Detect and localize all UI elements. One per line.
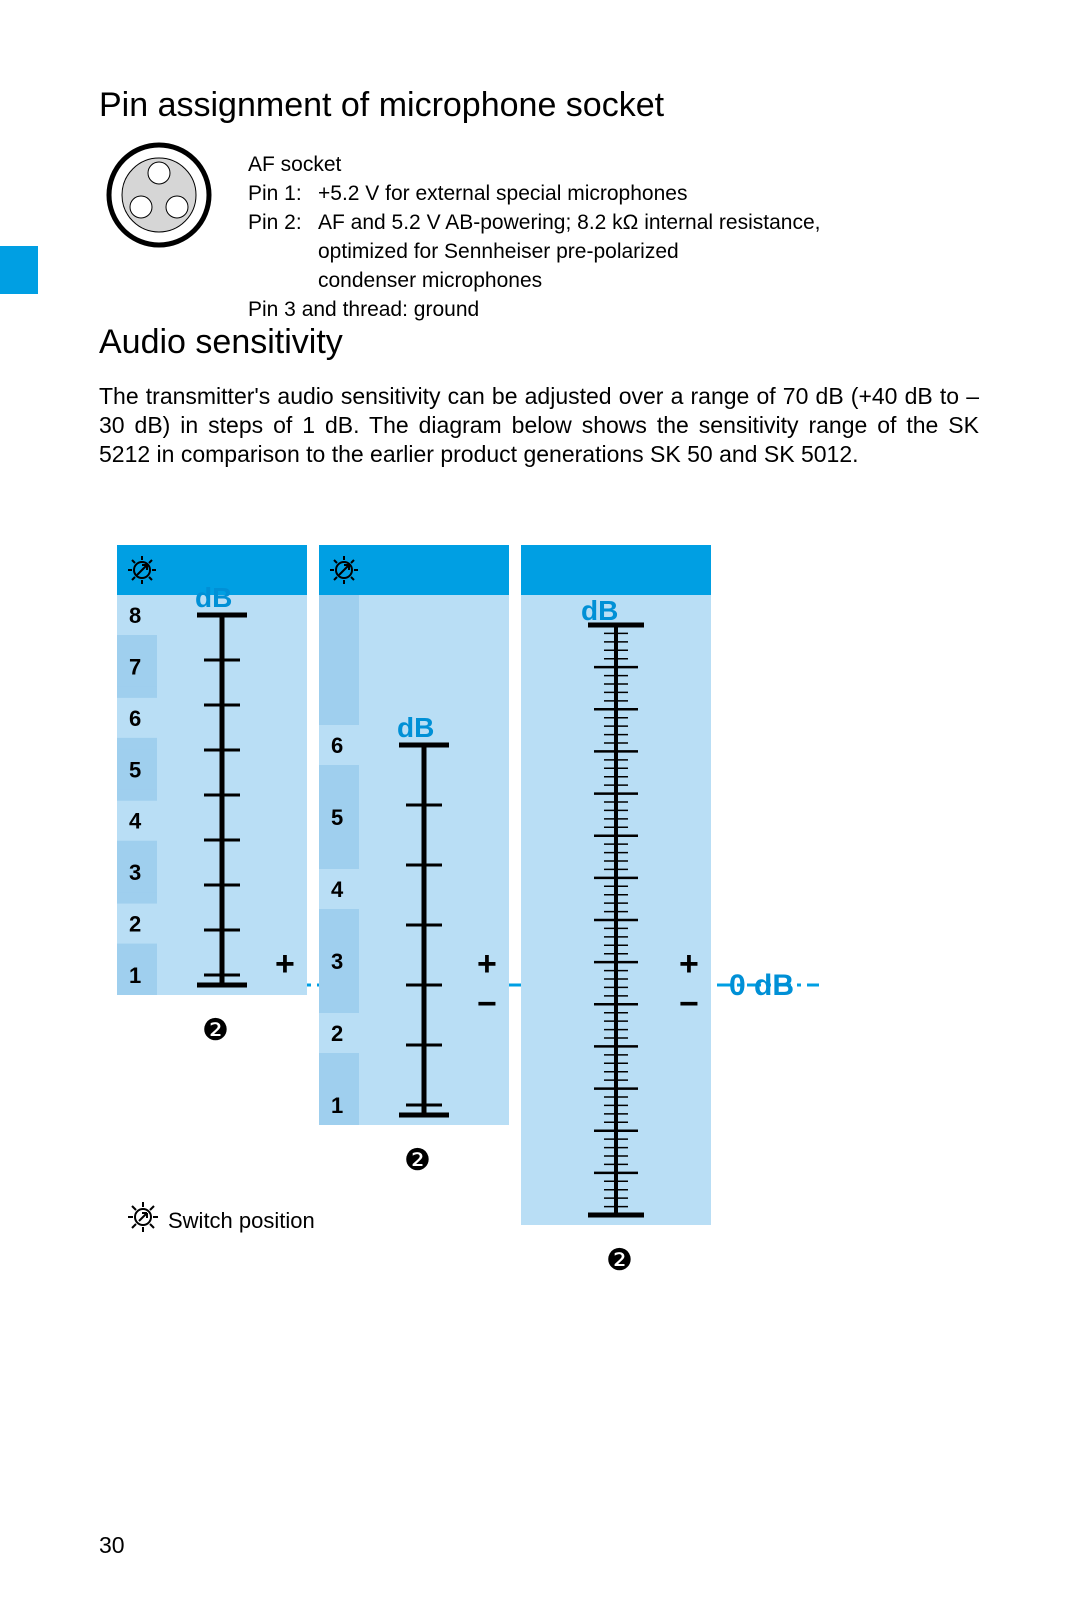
sun-arrow-icon: [126, 1200, 160, 1234]
switch-position-label: Switch position: [168, 1208, 315, 1234]
svg-text:❷: ❷: [606, 1244, 633, 1277]
svg-text:1: 1: [331, 1093, 343, 1118]
svg-text:6: 6: [331, 733, 343, 758]
diagram-panel: 6 5 4 3 2 1 dB +− ❷: [319, 545, 509, 1177]
page-number: 30: [99, 1532, 125, 1559]
heading-pin: Pin assignment of microphone socket: [99, 86, 664, 125]
margin-tab: [0, 246, 38, 294]
svg-text:0 dB: 0 dB: [729, 969, 794, 1002]
svg-text:6: 6: [129, 706, 141, 731]
svg-text:−: −: [477, 985, 497, 1023]
svg-text:+: +: [477, 945, 497, 983]
pin1-value: +5.2 V for external special microphones: [318, 179, 978, 208]
svg-text:❷: ❷: [202, 1014, 229, 1047]
svg-text:❷: ❷: [404, 1144, 431, 1177]
pin2-value-2: optimized for Sennheiser pre-polarized: [318, 237, 978, 266]
sensitivity-diagram: 0 dB87654321dB+❷654321dB+−❷dB+−❷: [99, 545, 979, 1305]
diagram-panel: 8 7 6 5 4 3 2 1 dB + ❷: [117, 545, 307, 1047]
svg-text:dB: dB: [397, 712, 434, 743]
svg-text:4: 4: [331, 877, 344, 902]
pin-assignment-text: AF socket Pin 1: +5.2 V for external spe…: [248, 150, 978, 324]
svg-text:8: 8: [129, 603, 141, 628]
xlr-socket-icon: [99, 142, 219, 262]
svg-text:1: 1: [129, 963, 141, 988]
af-socket-label: AF socket: [248, 150, 978, 179]
svg-text:+: +: [679, 945, 699, 983]
svg-text:3: 3: [129, 860, 141, 885]
svg-text:−: −: [679, 985, 699, 1023]
audio-sensitivity-paragraph: The transmitter's audio sensitivity can …: [99, 382, 979, 469]
pin3-value: Pin 3 and thread: ground: [248, 295, 978, 324]
svg-text:7: 7: [129, 654, 141, 679]
svg-text:3: 3: [331, 949, 343, 974]
svg-text:dB: dB: [581, 595, 618, 626]
pin2-value-1: AF and 5.2 V AB-powering; 8.2 kΩ interna…: [318, 208, 978, 237]
svg-text:dB: dB: [195, 582, 232, 613]
pin2-label: Pin 2:: [248, 208, 318, 237]
pin1-label: Pin 1:: [248, 179, 318, 208]
heading-audio: Audio sensitivity: [99, 323, 343, 362]
svg-text:2: 2: [129, 912, 141, 937]
svg-text:5: 5: [331, 805, 343, 830]
diagram-panel: dB +− ❷: [521, 545, 711, 1277]
svg-text:+: +: [275, 945, 295, 983]
svg-text:4: 4: [129, 809, 142, 834]
pin2-value-3: condenser microphones: [318, 266, 978, 295]
svg-text:5: 5: [129, 757, 141, 782]
switch-position-legend: Switch position: [126, 1200, 315, 1234]
svg-text:2: 2: [331, 1021, 343, 1046]
